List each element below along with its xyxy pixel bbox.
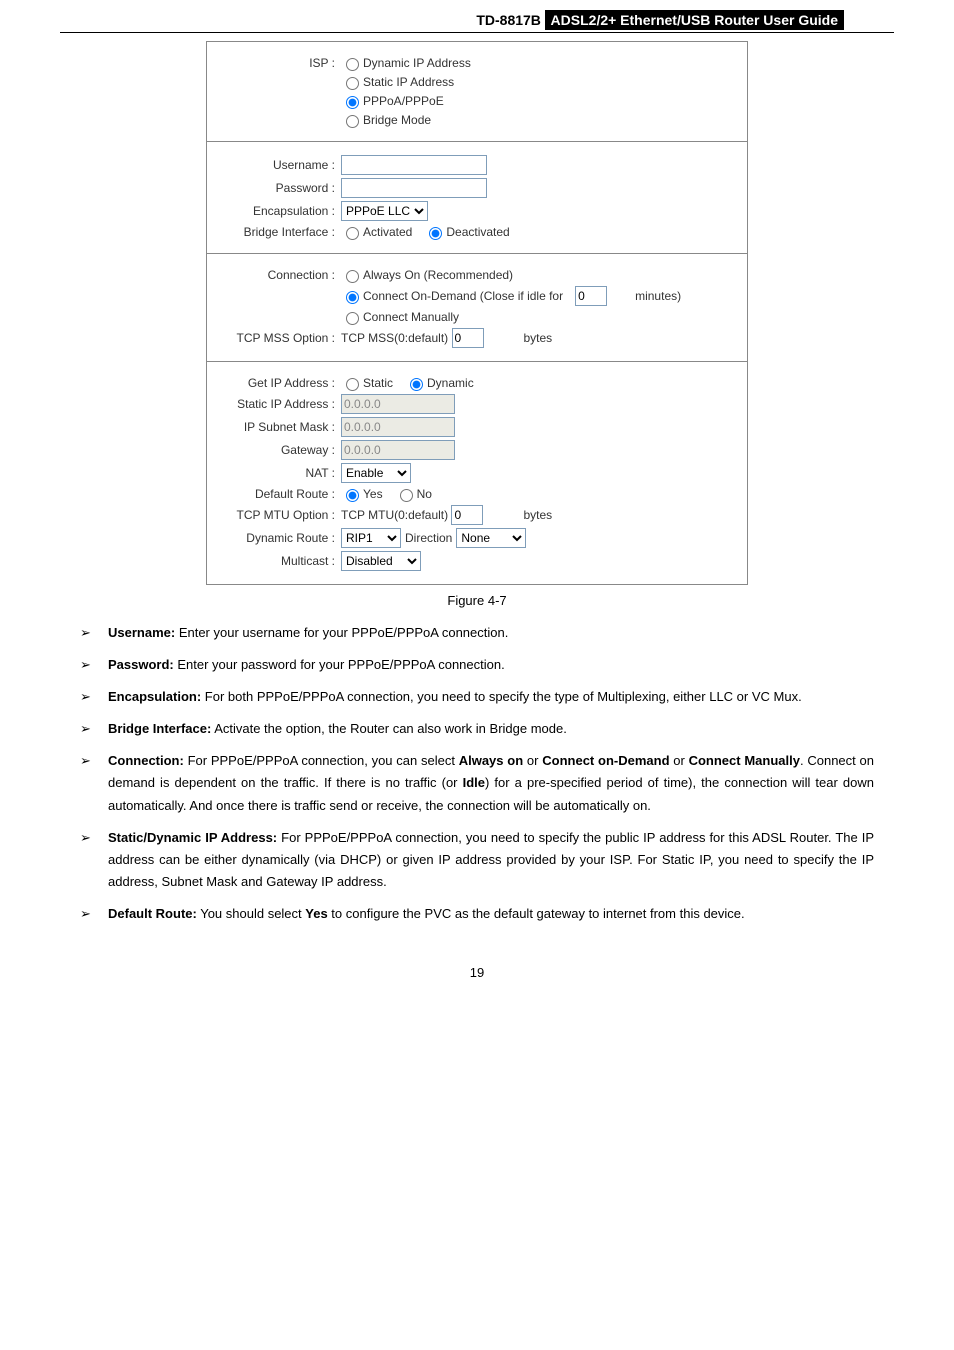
- defroute-label: Default Route :: [207, 487, 341, 501]
- minutes-label: minutes): [635, 289, 681, 303]
- nat-label: NAT :: [207, 466, 341, 480]
- isp-bridge[interactable]: Bridge Mode: [341, 112, 431, 128]
- staticip-input[interactable]: [341, 394, 455, 414]
- ip-section: Get IP Address : Static Dynamic Static I…: [207, 362, 747, 584]
- conn-always[interactable]: Always On (Recommended): [341, 267, 513, 283]
- multicast-label: Multicast :: [207, 554, 341, 568]
- bullet-arrow-icon: ➢: [80, 686, 108, 708]
- password-input[interactable]: [341, 178, 487, 198]
- encapsulation-select[interactable]: PPPoE LLC: [341, 201, 428, 221]
- subnet-label: IP Subnet Mask :: [207, 420, 341, 434]
- isp-section: ISP : Dynamic IP Address Static IP Addre…: [207, 42, 747, 142]
- isp-static[interactable]: Static IP Address: [341, 74, 454, 90]
- bullet-arrow-icon: ➢: [80, 718, 108, 740]
- conn-ondemand[interactable]: Connect On-Demand (Close if idle for: [341, 288, 563, 304]
- figure-caption: Figure 4-7: [0, 593, 954, 608]
- tcpmss-label: TCP MSS Option :: [207, 331, 341, 345]
- bullet-arrow-icon: ➢: [80, 903, 108, 925]
- page-number: 19: [0, 965, 954, 980]
- bullet-arrow-icon: ➢: [80, 750, 108, 816]
- subnet-input[interactable]: [341, 417, 455, 437]
- direction-select[interactable]: None: [456, 528, 526, 548]
- gateway-input[interactable]: [341, 440, 455, 460]
- password-label: Password :: [207, 181, 341, 195]
- bullet-arrow-icon: ➢: [80, 654, 108, 676]
- body-text: ➢Username: Enter your username for your …: [80, 622, 874, 925]
- bridge-if-label: Bridge Interface :: [207, 225, 341, 239]
- bridge-activated[interactable]: Activated: [341, 224, 412, 240]
- connection-label: Connection :: [207, 268, 341, 282]
- encapsulation-label: Encapsulation :: [207, 204, 341, 218]
- dynroute-select[interactable]: RIP1: [341, 528, 401, 548]
- tcpmtu-label: TCP MTU Option :: [207, 508, 341, 522]
- config-panel: ISP : Dynamic IP Address Static IP Addre…: [206, 41, 748, 585]
- isp-dynamic[interactable]: Dynamic IP Address: [341, 55, 471, 71]
- defroute-no[interactable]: No: [395, 486, 432, 502]
- bullet-arrow-icon: ➢: [80, 827, 108, 893]
- gateway-label: Gateway :: [207, 443, 341, 457]
- page-header: TD-8817B ADSL2/2+ Ethernet/USB Router Us…: [60, 0, 894, 33]
- idle-minutes-input[interactable]: [575, 286, 607, 306]
- bullet-arrow-icon: ➢: [80, 622, 108, 644]
- tcpmss-input[interactable]: [452, 328, 484, 348]
- staticip-label: Static IP Address :: [207, 397, 341, 411]
- bridge-deactivated[interactable]: Deactivated: [424, 224, 509, 240]
- multicast-select[interactable]: Disabled: [341, 551, 421, 571]
- username-label: Username :: [207, 158, 341, 172]
- conn-manual[interactable]: Connect Manually: [341, 309, 459, 325]
- defroute-yes[interactable]: Yes: [341, 486, 383, 502]
- username-input[interactable]: [341, 155, 487, 175]
- dynroute-label: Dynamic Route :: [207, 531, 341, 545]
- getip-label: Get IP Address :: [207, 376, 341, 390]
- guide-title: ADSL2/2+ Ethernet/USB Router User Guide: [545, 10, 844, 30]
- getip-dynamic[interactable]: Dynamic: [405, 375, 474, 391]
- isp-pppoa[interactable]: PPPoA/PPPoE: [341, 93, 444, 109]
- connection-section: Connection :Always On (Recommended) Conn…: [207, 254, 747, 362]
- model-label: TD-8817B: [476, 12, 541, 28]
- credentials-section: Username : Password : Encapsulation :PPP…: [207, 142, 747, 254]
- isp-label: ISP :: [207, 56, 341, 70]
- nat-select[interactable]: Enable: [341, 463, 411, 483]
- tcpmtu-input[interactable]: [451, 505, 483, 525]
- getip-static[interactable]: Static: [341, 375, 393, 391]
